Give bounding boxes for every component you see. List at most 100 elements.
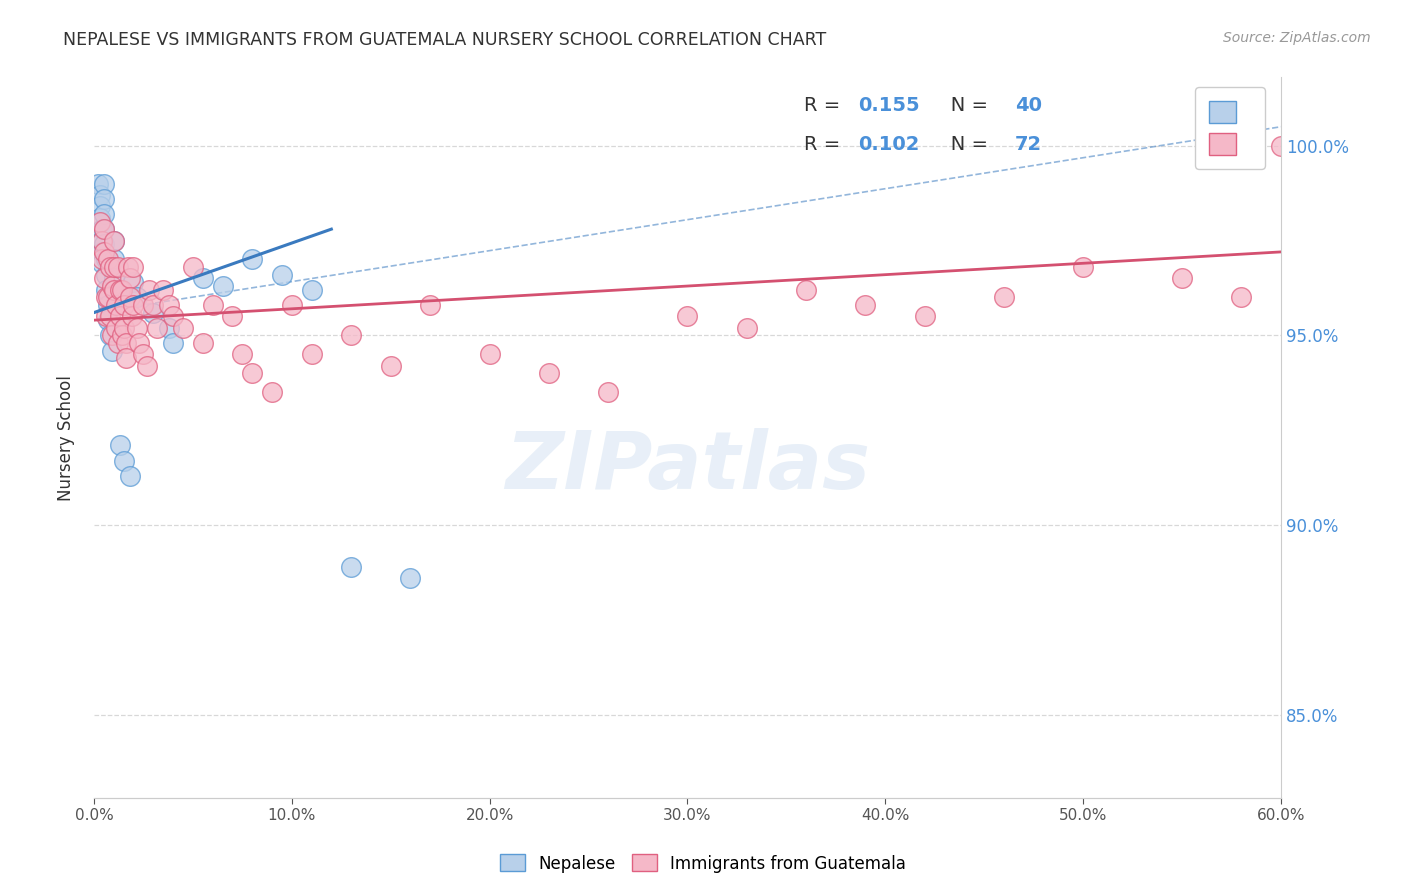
Point <box>90 252 112 267</box>
Point <box>93 192 115 206</box>
Point <box>1230 290 1253 304</box>
Point <box>111 328 134 343</box>
Legend: Nepalese, Immigrants from Guatemala: Nepalese, Immigrants from Guatemala <box>494 847 912 880</box>
Point <box>1071 260 1094 274</box>
Text: N =: N = <box>932 135 994 154</box>
Point <box>117 260 139 274</box>
Point <box>240 366 263 380</box>
Point <box>914 310 936 324</box>
Y-axis label: Nursery School: Nursery School <box>58 375 75 500</box>
Text: Source: ZipAtlas.com: Source: ZipAtlas.com <box>1223 31 1371 45</box>
Point <box>104 320 127 334</box>
Point <box>112 453 135 467</box>
Point <box>221 310 243 324</box>
Text: ZIPatlas: ZIPatlas <box>505 427 870 506</box>
Point <box>157 320 180 334</box>
Point <box>121 310 143 324</box>
Point <box>1171 271 1194 285</box>
Point <box>103 252 125 267</box>
Point <box>118 271 141 285</box>
Point <box>107 335 129 350</box>
Text: 72: 72 <box>1015 135 1042 154</box>
Point <box>340 328 363 343</box>
Point <box>97 252 120 267</box>
Point <box>114 335 136 350</box>
Point <box>89 211 111 225</box>
Point <box>128 335 150 350</box>
Point <box>108 283 131 297</box>
Point <box>93 237 115 252</box>
Point <box>94 268 117 282</box>
Point <box>98 310 121 324</box>
Point <box>340 559 363 574</box>
Point <box>138 283 160 297</box>
Point <box>122 298 145 312</box>
Point <box>114 351 136 365</box>
Point <box>89 214 111 228</box>
Point <box>191 335 214 350</box>
Point <box>172 320 194 334</box>
Point <box>97 298 120 312</box>
Point <box>211 279 233 293</box>
Point <box>281 298 304 312</box>
Point <box>93 177 115 191</box>
Point <box>855 298 877 312</box>
Point <box>118 290 141 304</box>
Point <box>100 279 122 293</box>
Point <box>301 283 323 297</box>
Point <box>399 571 422 585</box>
Point <box>127 320 149 334</box>
Text: R =: R = <box>804 135 846 154</box>
Point <box>112 320 135 334</box>
Point <box>94 290 117 304</box>
Point <box>122 275 145 289</box>
Point <box>111 283 134 297</box>
Point <box>90 234 112 248</box>
Point <box>132 347 155 361</box>
Point <box>108 310 131 324</box>
Point <box>112 298 135 312</box>
Point <box>152 283 174 297</box>
Point <box>1270 138 1292 153</box>
Point <box>794 283 817 297</box>
Point <box>598 385 620 400</box>
Point <box>118 468 141 483</box>
Point <box>103 234 125 248</box>
Text: 0.102: 0.102 <box>859 135 920 154</box>
Point <box>127 290 149 304</box>
Point <box>87 177 110 191</box>
Point <box>89 188 111 202</box>
Point <box>89 199 111 213</box>
Point <box>93 271 115 285</box>
Text: N =: N = <box>932 96 994 115</box>
Point <box>90 244 112 259</box>
Point <box>93 244 115 259</box>
Point <box>157 298 180 312</box>
Text: 0.155: 0.155 <box>859 96 920 115</box>
Point <box>103 260 125 274</box>
Point <box>993 290 1015 304</box>
Point <box>380 359 402 373</box>
Point <box>201 298 224 312</box>
Point <box>98 260 121 274</box>
Point <box>260 385 283 400</box>
Point <box>735 320 758 334</box>
Point <box>97 313 120 327</box>
Point <box>103 283 125 297</box>
Point <box>97 290 120 304</box>
Point <box>181 260 204 274</box>
Point <box>537 366 560 380</box>
Point <box>94 252 117 267</box>
Point <box>107 260 129 274</box>
Point <box>270 268 292 282</box>
Point <box>90 234 112 248</box>
Point <box>162 335 184 350</box>
Point <box>142 305 165 319</box>
Point <box>103 271 125 285</box>
Point <box>104 298 127 312</box>
Legend: , : , <box>1195 87 1265 169</box>
Point <box>93 222 115 236</box>
Text: R =: R = <box>804 96 846 115</box>
Point <box>122 260 145 274</box>
Text: 40: 40 <box>1015 96 1042 115</box>
